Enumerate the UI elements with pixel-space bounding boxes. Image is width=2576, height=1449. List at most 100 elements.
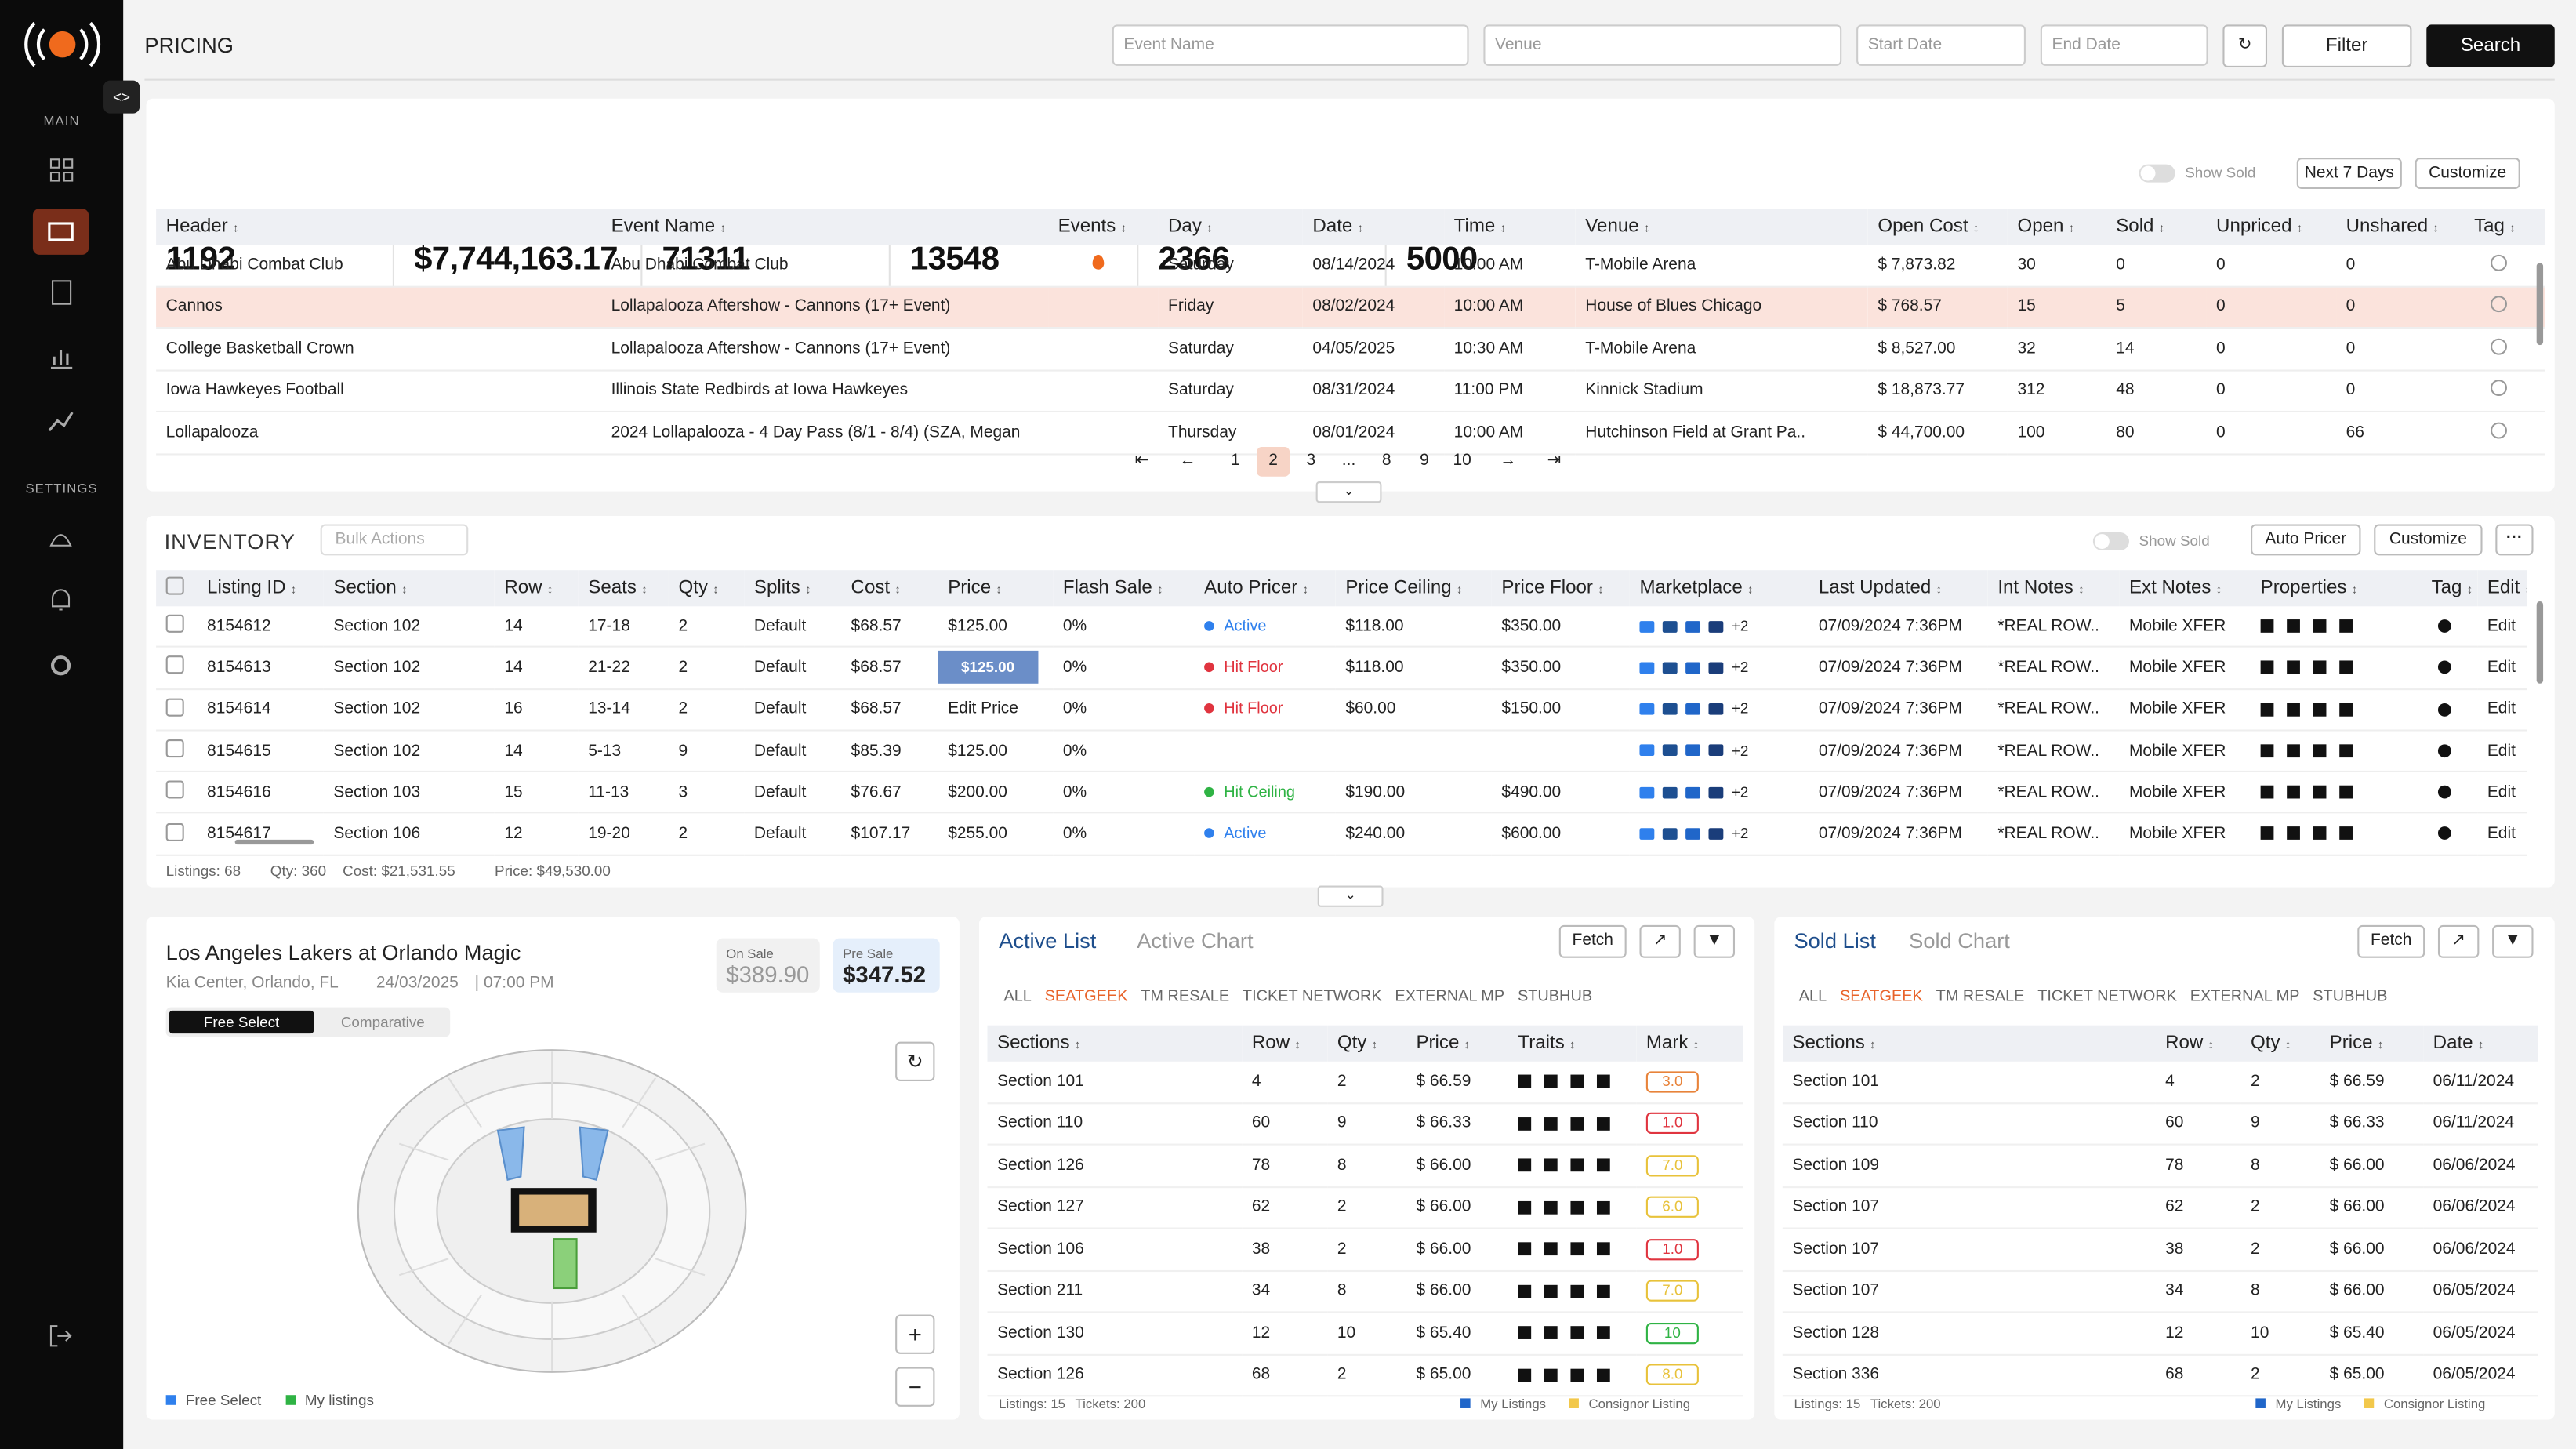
column-header[interactable]: Time [1444,209,1576,245]
row[interactable]: Section 110 60 9 $ 66.33 1.0 [987,1102,1743,1146]
chart-icon[interactable] [45,405,78,438]
page-number[interactable]: 2 [1257,447,1290,477]
document-icon[interactable] [45,276,78,309]
venue-input[interactable]: Venue [1483,24,1842,66]
column-header[interactable]: Listing ID [197,570,324,607]
page-nav[interactable]: → [1500,452,1517,470]
tab[interactable]: Active Chart [1137,928,1254,953]
row[interactable]: College Basketball Crown Lollapalooza Aft… [156,328,2545,371]
row[interactable]: Section 130 12 10 $ 65.40 10 [987,1312,1743,1355]
column-header[interactable]: Auto Pricer [1194,570,1336,607]
checkbox[interactable] [165,739,184,758]
page-number[interactable]: 3 [1306,452,1316,470]
chart-button[interactable]: ↗ [1639,924,1681,958]
more-button[interactable]: ··· [2495,524,2534,556]
column-header[interactable]: Unshared [2336,209,2465,245]
column-header[interactable]: Event Name [601,209,1049,245]
row[interactable]: Section 109 78 8 $ 66.00 06/06/2024 [1782,1144,2538,1188]
column-header[interactable]: Row [1242,1025,1328,1062]
source-filter[interactable]: EXTERNAL MP [2190,987,2300,1006]
row[interactable]: 8154614 Section 102 16 13-14 2 Default $68.57 E… [156,688,2527,732]
column-header[interactable]: Qty [668,570,745,607]
row[interactable]: Cannos Lollapalooza Aftershow - Cannons (… [156,285,2545,329]
tab[interactable]: Sold Chart [1909,928,2010,953]
row[interactable]: Section 211 34 8 $ 66.00 7.0 [987,1269,1743,1313]
row[interactable]: Abu Dhabi Combat Club Abu Dhabi Combat Cl… [156,245,2545,287]
column-header[interactable]: Row [2155,1025,2241,1062]
column-header[interactable]: Seats [578,570,669,607]
row[interactable]: Section 101 4 2 $ 66.59 06/11/2024 [1782,1061,2538,1104]
page-nav[interactable]: ← [1179,452,1196,470]
cell-text[interactable]: $125.00 [948,742,1007,761]
add-tag[interactable] [2491,296,2507,313]
column-header[interactable]: Price Floor [1491,570,1630,607]
dashboard-icon[interactable] [45,153,78,186]
cell-text[interactable]: $125.00 [948,617,1007,636]
collapse-toggle[interactable]: <> [103,80,140,114]
column-header[interactable]: Date [2423,1025,2538,1062]
source-filter[interactable]: SEATGEEK [1044,987,1128,1006]
column-header[interactable]: Ext Notes [2119,570,2251,607]
event-name-input[interactable]: Event Name [1112,24,1469,66]
column-header[interactable]: Tag [2422,570,2478,607]
report-icon[interactable] [45,340,78,373]
column-header[interactable]: Sections [987,1025,1243,1062]
source-filter[interactable]: SEATGEEK [1839,987,1923,1006]
column-header[interactable]: Day [1158,209,1303,245]
gear-icon[interactable] [45,649,78,682]
page-number[interactable]: 8 [1381,452,1391,470]
settings-icon[interactable] [45,521,78,554]
column-header[interactable]: Row [494,570,579,607]
bell-icon[interactable] [45,583,78,616]
checkbox[interactable] [165,656,184,675]
row[interactable]: 8154613 Section 102 14 21-22 2 Default $68.57 $… [156,647,2527,690]
cell-text[interactable]: $125.00 [938,650,1038,684]
column-header[interactable]: Marketplace [1629,570,1809,607]
page-number[interactable]: 10 [1453,452,1471,470]
row[interactable]: Section 126 68 2 $ 65.00 8.0 [987,1353,1743,1397]
page-nav[interactable]: ⇤ [1134,452,1149,470]
page-nav[interactable]: ⇥ [1547,452,1562,470]
column-header[interactable]: Flash Sale [1053,570,1195,607]
search-button[interactable]: Search [2426,24,2555,67]
reset-button[interactable]: ↻ [895,1041,935,1081]
checkbox[interactable] [165,576,184,595]
column-header[interactable]: Date [1302,209,1445,245]
column-header[interactable]: Qty [2240,1025,2320,1062]
tab[interactable]: Free Select [169,1010,314,1034]
column-header[interactable]: Events [1048,209,1159,245]
edit-link[interactable]: Edit [2487,783,2516,802]
column-header[interactable]: Sections [1782,1025,2156,1062]
bulk-actions[interactable]: Bulk Actions [320,524,469,556]
customize-button[interactable]: Customize [2415,158,2520,190]
source-filter[interactable]: TICKET NETWORK [1242,987,1382,1006]
edit-link[interactable]: Edit [2487,700,2516,719]
row[interactable]: Section 107 34 8 $ 66.00 06/05/2024 [1782,1269,2538,1313]
customize-button[interactable]: Customize [2374,524,2483,556]
column-header[interactable]: Venue [1575,209,1868,245]
column-header[interactable]: Properties [2251,570,2422,607]
checkbox[interactable] [165,615,184,634]
add-tag[interactable] [2491,380,2507,397]
expand-toggle[interactable]: ⌄ [1315,481,1382,503]
source-filter[interactable]: TM RESALE [1936,987,2025,1006]
start-date-input[interactable]: Start Date [1856,24,2026,66]
edit-link[interactable]: Edit [2487,659,2516,677]
column-header[interactable]: Price [938,570,1054,607]
add-tag[interactable] [2491,338,2507,355]
source-filter[interactable]: ALL [1003,987,1032,1006]
column-header[interactable]: Int Notes [1987,570,2120,607]
checkbox[interactable] [165,698,184,717]
row[interactable]: Section 128 12 10 $ 65.40 06/05/2024 [1782,1312,2538,1355]
column-header[interactable]: Unpriced [2206,209,2337,245]
column-header[interactable]: Open Cost [1867,209,2008,245]
active-nav[interactable] [32,209,89,255]
row[interactable]: Section 110 60 9 $ 66.33 06/11/2024 [1782,1102,2538,1146]
row[interactable]: Section 107 62 2 $ 66.00 06/06/2024 [1782,1186,2538,1229]
cell-text[interactable]: Edit Price [948,700,1018,719]
zoom-out[interactable]: − [895,1367,935,1407]
tab[interactable]: Comparative [340,1014,425,1030]
row[interactable]: Section 336 68 2 $ 65.00 06/05/2024 [1782,1353,2538,1397]
row[interactable]: Section 127 62 2 $ 66.00 6.0 [987,1186,1743,1229]
row[interactable]: 8154616 Section 103 15 11-13 3 Default $76.67 $… [156,772,2527,815]
